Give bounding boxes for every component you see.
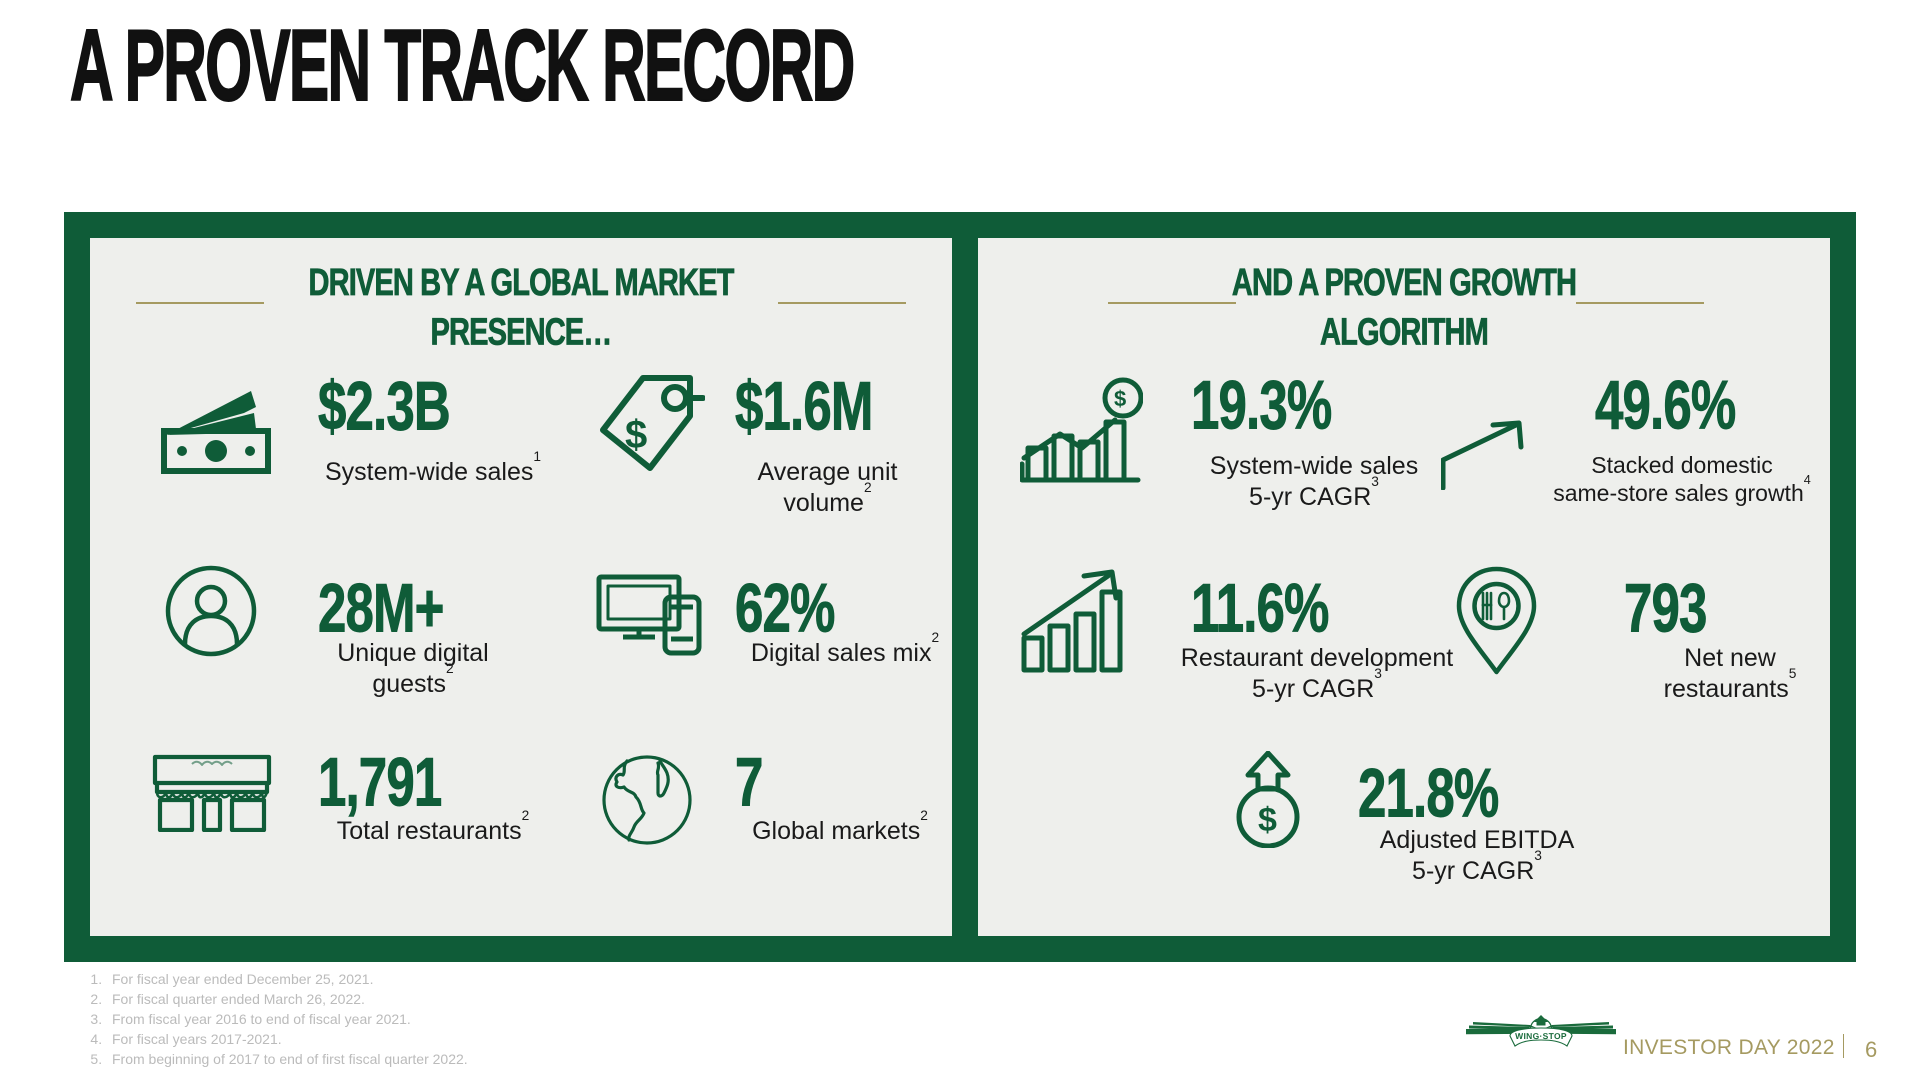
svg-text:$: $ [1258, 801, 1277, 839]
svg-text:$: $ [625, 413, 647, 457]
svg-text:$: $ [1114, 386, 1126, 411]
svg-text:WING·STOP: WING·STOP [1515, 1031, 1567, 1041]
